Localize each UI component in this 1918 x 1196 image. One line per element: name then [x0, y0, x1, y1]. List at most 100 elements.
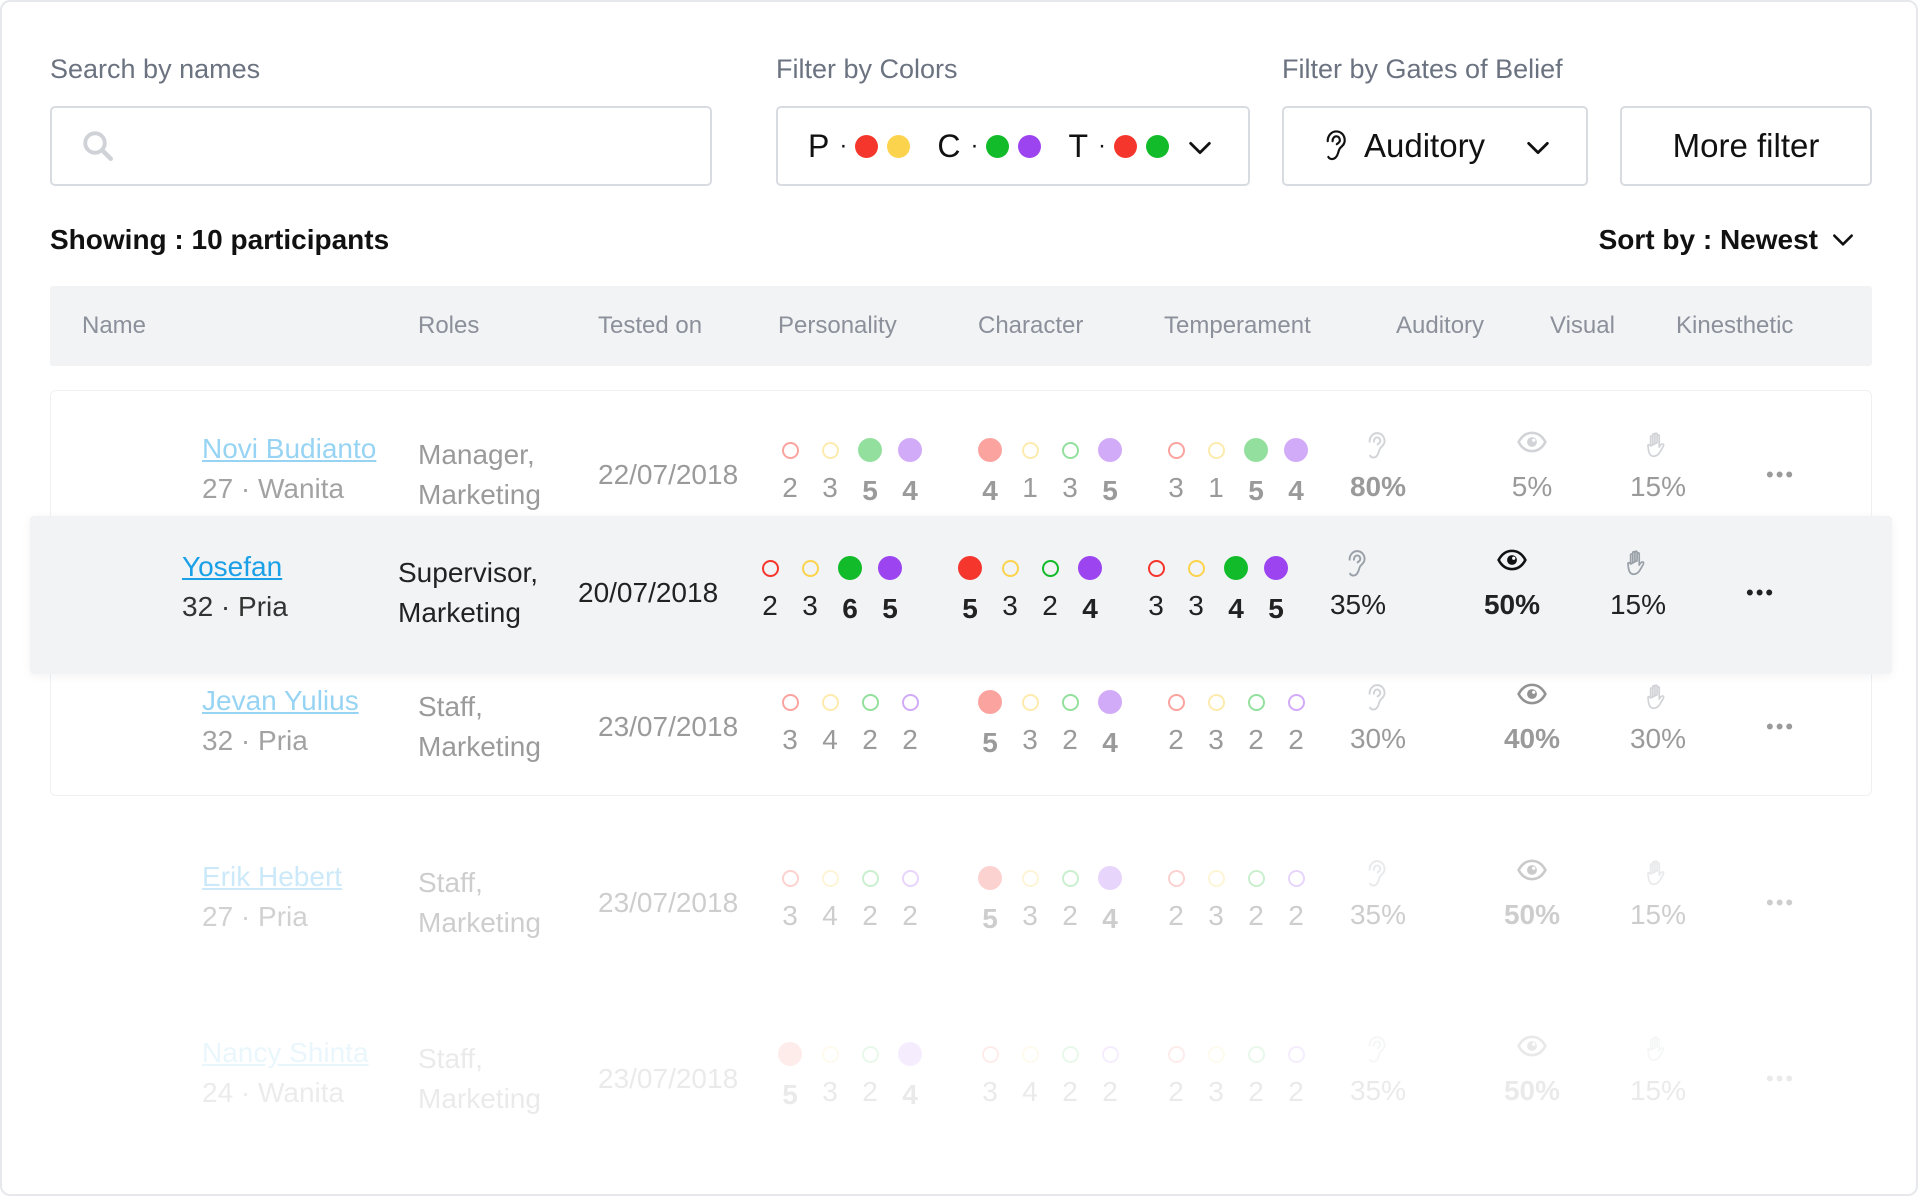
more-options-icon[interactable]: ••• — [1766, 1066, 1796, 1091]
column-header-kinesthetic[interactable]: Kinesthetic — [1676, 312, 1794, 339]
temperament-score: 2 — [1236, 1037, 1276, 1107]
visual-percentage: 40% — [1477, 683, 1587, 755]
hand-icon — [1643, 1035, 1673, 1065]
character-score: 2 — [1090, 1037, 1130, 1107]
column-header-character[interactable]: Character — [978, 312, 1084, 339]
purple-dot — [1098, 866, 1122, 890]
character-score: 3 — [1010, 861, 1050, 934]
personality-score: 6 — [830, 551, 870, 624]
more-options-icon[interactable]: ••• — [1746, 580, 1776, 605]
color-group-letter: C — [937, 127, 961, 164]
red-dot — [781, 442, 799, 459]
yellow-dot — [1207, 442, 1225, 459]
kinesthetic-value: 15% — [1629, 899, 1687, 930]
column-header-roles[interactable]: Roles — [418, 312, 480, 339]
score-value: 2 — [1168, 1076, 1184, 1107]
sort-dropdown[interactable]: Sort by : Newest — [1599, 224, 1856, 256]
showing-prefix: Showing : — [50, 224, 184, 255]
ear-icon — [1326, 130, 1346, 161]
auditory-value: 35% — [1329, 589, 1387, 620]
score-value: 3 — [1002, 590, 1018, 621]
green-dot — [1244, 438, 1268, 462]
color-group: C · — [937, 128, 1050, 165]
participant-roles: Manager, Marketing — [418, 435, 541, 515]
more-filter-button[interactable]: More filter — [1620, 106, 1872, 186]
green-dot — [1247, 870, 1265, 887]
kinesthetic-percentage: 15% — [1583, 549, 1693, 621]
green-dot — [1061, 442, 1079, 459]
more-options-icon[interactable]: ••• — [1766, 714, 1796, 739]
red-dot — [1167, 1046, 1185, 1063]
color-group: P · — [808, 128, 919, 165]
role-line: Marketing — [418, 1083, 541, 1114]
ear-icon — [1343, 549, 1373, 579]
score-value: 3 — [1022, 724, 1038, 755]
green-dot — [1247, 1046, 1265, 1063]
score-value: 3 — [1188, 590, 1204, 621]
score-value: 3 — [782, 900, 798, 931]
column-header-personality[interactable]: Personality — [778, 312, 897, 339]
temperament-score: 3 — [1136, 551, 1176, 624]
column-header-visual[interactable]: Visual — [1550, 312, 1615, 339]
search-icon — [83, 131, 113, 161]
more-options-icon[interactable]: ••• — [1766, 890, 1796, 915]
red-dot — [761, 560, 779, 577]
participant-name-link[interactable]: Nancy Shinta — [202, 1037, 369, 1068]
column-header-tested-on[interactable]: Tested on — [598, 312, 703, 339]
purple-dot — [898, 438, 922, 462]
colors-filter-select[interactable]: P · C · T · — [776, 106, 1250, 186]
tested-on-date: 23/07/2018 — [598, 711, 739, 742]
participant-name-link[interactable]: Jevan Yulius — [202, 685, 359, 716]
table-row[interactable]: Jevan Yulius 32 · Pria Staff, Marketing 23/0… — [2, 670, 1916, 788]
personality-score: 3 — [810, 433, 850, 506]
score-value: 2 — [1062, 1076, 1078, 1107]
kinesthetic-value: 15% — [1609, 589, 1667, 620]
ear-icon — [1363, 683, 1393, 713]
score-value: 3 — [1148, 590, 1164, 621]
gates-filter-select[interactable]: Auditory — [1282, 106, 1588, 186]
search-input[interactable] — [50, 106, 712, 186]
green-dot — [1061, 1046, 1079, 1063]
purple-dot — [1098, 690, 1122, 714]
participant-name-link[interactable]: Erik Hebert — [202, 861, 343, 892]
hand-icon — [1643, 683, 1673, 713]
purple-dot — [1287, 870, 1305, 887]
column-header-auditory[interactable]: Auditory — [1396, 312, 1485, 339]
column-header-name[interactable]: Name — [82, 312, 147, 339]
yellow-dot — [1207, 870, 1225, 887]
personality-score: 4 — [890, 1037, 930, 1110]
purple-dot — [901, 870, 919, 887]
score-value: 5 — [782, 1079, 798, 1110]
kinesthetic-value: 30% — [1629, 723, 1687, 754]
personality-score: 3 — [810, 1037, 850, 1110]
search-field[interactable] — [132, 130, 710, 162]
yellow-dot — [821, 694, 839, 711]
personality-score: 5 — [770, 1037, 810, 1110]
table-row[interactable]: Erik Hebert 27 · Pria Staff, Marketing 23/07… — [2, 846, 1916, 964]
table-row[interactable]: Novi Budianto 27 · Wanita Manager, Marketin… — [2, 422, 1916, 532]
participant-roles: Staff, Marketing — [418, 687, 541, 767]
more-options-icon[interactable]: ••• — [1766, 462, 1796, 487]
table-row[interactable]: Nancy Shinta 24 · Wanita Staff, Marketing 23… — [2, 1022, 1916, 1140]
temperament-score: 5 — [1236, 433, 1276, 506]
participant-name-link[interactable]: Novi Budianto — [202, 433, 377, 464]
visual-value: 40% — [1503, 723, 1561, 754]
gates-filter-value: Auditory — [1364, 127, 1486, 164]
score-value: 1 — [1208, 472, 1224, 503]
yellow-dot — [1187, 560, 1205, 577]
score-value: 5 — [862, 475, 878, 506]
score-value: 2 — [1102, 1076, 1118, 1107]
purple-dot — [901, 694, 919, 711]
score-value: 5 — [962, 593, 978, 624]
visual-percentage: 50% — [1477, 1035, 1587, 1107]
personality-score: 2 — [890, 861, 930, 931]
temperament-score: 2 — [1156, 861, 1196, 931]
participant-name-link[interactable]: Yosefan — [182, 551, 283, 582]
column-header-temperament[interactable]: Temperament — [1164, 312, 1311, 339]
table-row[interactable]: Yosefan 32 · Pria Supervisor, Marketing 20/0… — [30, 516, 1892, 674]
